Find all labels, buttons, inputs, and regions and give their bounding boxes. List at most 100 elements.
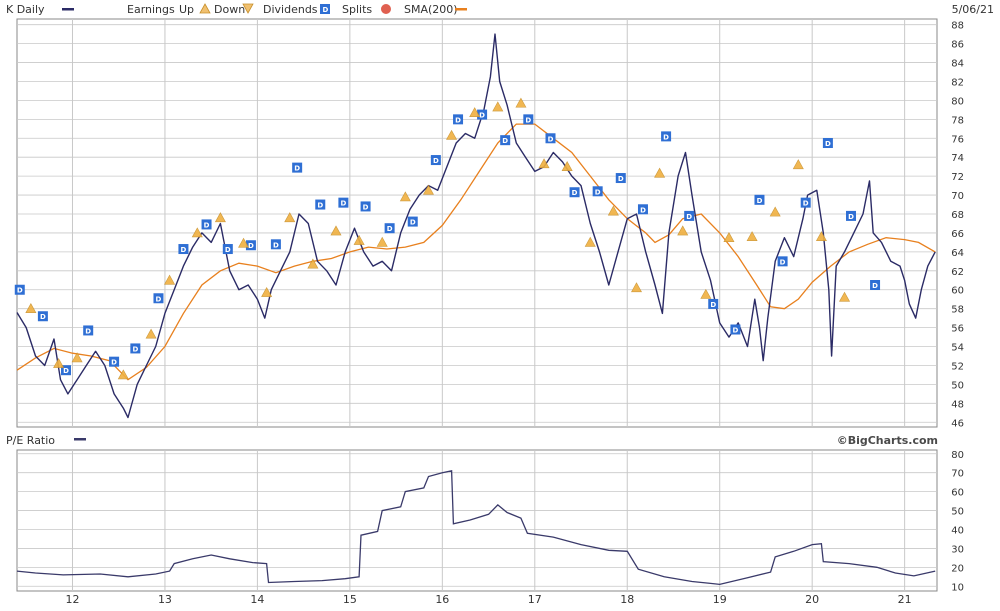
dividend-marker-letter: D <box>225 246 231 254</box>
dividend-marker: D <box>109 356 120 367</box>
dividend-marker: D <box>777 256 788 267</box>
dividend-marker: D <box>83 325 94 336</box>
dividend-marker-letter: D <box>63 367 69 375</box>
earnings-marker <box>792 159 804 170</box>
sma-legend-swatch <box>455 8 467 11</box>
dividend-marker-letter: D <box>663 133 669 141</box>
earnings-marker <box>700 288 712 299</box>
pe-legend-swatch <box>74 438 86 441</box>
dividend-marker: D <box>338 197 349 208</box>
dividend-marker: D <box>684 210 695 221</box>
dividend-marker-letter: D <box>733 326 739 334</box>
pe-panel: 10 20 30 40 50 60 70 80 <box>16 449 964 593</box>
price-y-tick-label: 74 <box>951 153 964 164</box>
dividend-marker-letter: D <box>479 112 485 120</box>
dividend-marker: D <box>592 186 603 197</box>
dividend-marker: D <box>730 324 741 335</box>
price-y-tick-label: 76 <box>951 134 964 145</box>
price-y-tick-label: 56 <box>951 324 964 335</box>
dividend-marker-box <box>338 197 349 208</box>
dividend-marker-box <box>615 173 626 184</box>
dividend-marker-box <box>846 210 857 221</box>
dividend-marker: D <box>407 216 418 227</box>
dividend-marker: D <box>14 284 25 295</box>
dividend-marker-letter: D <box>111 359 117 367</box>
svg-text:D: D <box>323 6 329 14</box>
earnings-marker <box>399 191 411 202</box>
dividend-marker-letter: D <box>595 188 601 196</box>
dividend-marker: D <box>615 173 626 184</box>
earnings-marker <box>330 225 342 236</box>
dividend-marker-box <box>592 186 603 197</box>
earnings-marker <box>561 161 573 171</box>
dividend-marker: D <box>822 138 833 149</box>
earnings-marker <box>584 236 596 247</box>
dividend-marker-box <box>800 197 811 208</box>
earnings-marker <box>538 158 550 169</box>
dividend-marker-letter: D <box>363 203 369 211</box>
earnings-marker <box>630 282 643 293</box>
dividend-marker-letter: D <box>572 189 578 197</box>
price-y-tick-label: 62 <box>951 267 964 278</box>
price-y-tick-label: 78 <box>951 115 964 126</box>
dividend-marker: D <box>360 201 371 212</box>
earnings-marker <box>164 274 176 285</box>
dividend-marker-letter: D <box>273 241 279 249</box>
dividend-marker: D <box>708 298 719 309</box>
earnings-label: Earnings <box>127 3 175 16</box>
dividend-marker-box <box>754 194 765 205</box>
dividend-marker-letter: D <box>204 221 210 229</box>
dividend-marker: D <box>500 135 511 146</box>
price-y-tick-label: 70 <box>951 191 964 202</box>
pe-y-axis: 10 20 30 40 50 60 70 80 <box>951 450 964 593</box>
earnings-marker <box>117 369 129 380</box>
pe-y-tick-label: 80 <box>951 450 964 461</box>
dividend-marker: D <box>270 239 281 250</box>
dividend-marker-box <box>545 133 556 144</box>
dividend-marker-letter: D <box>757 197 763 205</box>
price-y-tick-label: 52 <box>951 361 964 372</box>
pe-grid <box>17 450 937 591</box>
price-y-tick-label: 82 <box>951 77 964 88</box>
dividend-marker: D <box>545 133 556 144</box>
earnings-up-icon <box>199 3 211 14</box>
dividend-marker-letter: D <box>294 165 300 173</box>
dividend-marker-letter: D <box>640 206 646 214</box>
dividend-marker-letter: D <box>710 301 716 309</box>
pe-y-tick-label: 70 <box>951 469 964 480</box>
x-tick-label: 14 <box>250 593 264 606</box>
dividend-marker-box <box>730 324 741 335</box>
earnings-marker <box>145 328 157 339</box>
dividend-marker: D <box>315 199 326 210</box>
price-line <box>16 33 936 419</box>
dividend-marker-letter: D <box>410 219 416 227</box>
dividend-marker-box <box>523 114 534 125</box>
dividend-marker: D <box>201 219 212 230</box>
dividend-marker: D <box>130 343 141 354</box>
dividend-marker-letter: D <box>825 140 831 148</box>
earnings-marker <box>515 97 527 108</box>
dividend-marker: D <box>430 155 441 166</box>
pe-ratio-line <box>16 470 936 586</box>
pe-y-tick-label: 40 <box>951 525 964 536</box>
dividend-marker-box <box>109 356 120 367</box>
dividend-marker-letter: D <box>803 200 809 208</box>
dividend-marker-letter: D <box>317 202 323 210</box>
dividend-marker: D <box>523 114 534 125</box>
earnings-marker <box>746 231 758 242</box>
dividend-marker-box <box>477 109 488 120</box>
x-tick-label: 19 <box>713 593 727 606</box>
earnings-marker <box>677 225 689 236</box>
earnings-marker <box>654 167 666 178</box>
dividend-marker-letter: D <box>525 116 531 124</box>
price-y-tick-label: 84 <box>951 59 964 70</box>
earnings-marker <box>214 212 226 223</box>
pe-y-tick-label: 10 <box>951 582 964 593</box>
dividend-marker: D <box>453 114 464 125</box>
dividend-marker-letter: D <box>132 345 138 353</box>
price-grid <box>17 19 937 427</box>
earnings-up-label: Up <box>179 3 194 16</box>
dividends-label: Dividends <box>263 3 318 16</box>
price-y-tick-label: 60 <box>951 286 964 297</box>
